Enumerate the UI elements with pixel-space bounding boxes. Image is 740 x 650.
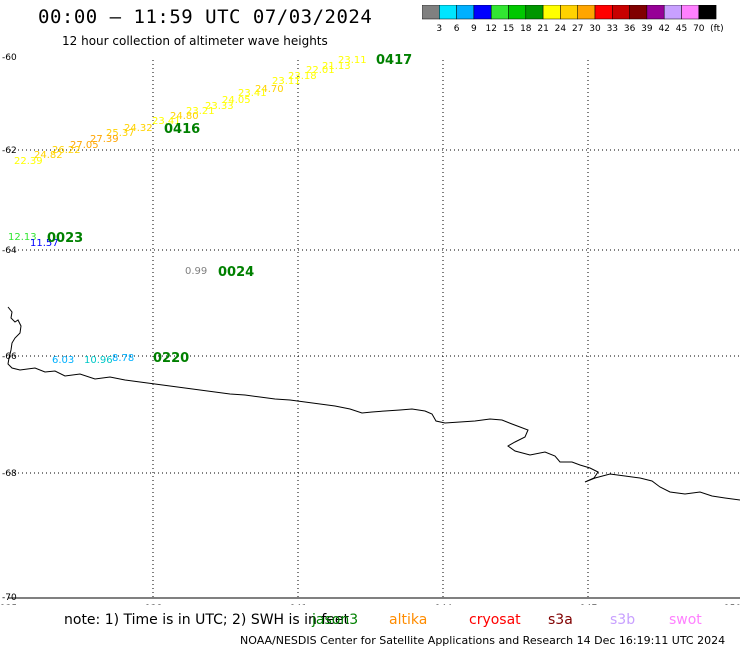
colorbar-tick-label: 45 xyxy=(676,24,687,34)
lat-label: -64 xyxy=(2,246,17,256)
satellite-legend-cryosat: cryosat xyxy=(469,612,521,628)
colorbar-tick-label: 36 xyxy=(624,24,636,34)
colorbar-tick-label: 42 xyxy=(658,24,669,34)
wave-height-value: 27.05 xyxy=(70,140,99,151)
lat-label: -70 xyxy=(2,593,17,603)
colorbar-tick-label: 39 xyxy=(641,24,653,34)
colorbar-tick-label: 12 xyxy=(485,24,496,34)
color-scale-legend: 3 6 9 12 15 18 21 24 27 30 33 36 39 42 45 70 (ft) xyxy=(422,5,724,34)
page-subtitle: 12 hour collection of altimeter wave hei… xyxy=(62,34,328,48)
satellite-legend-jason3: jason3 xyxy=(312,612,359,628)
wave-height-value: 24.70 xyxy=(255,84,284,95)
pass-id-label: 0024 xyxy=(218,265,254,280)
wave-height-value: 0.99 xyxy=(185,266,207,277)
pass-id-label: 0416 xyxy=(164,122,200,137)
page-title: 00:00 – 11:59 UTC 07/03/2024 xyxy=(38,6,373,28)
lat-label: -62 xyxy=(2,146,17,156)
wave-height-value: 22.01 xyxy=(306,65,335,76)
wave-height-value: 24.05 xyxy=(222,95,251,106)
colorbar-tick-label: 24 xyxy=(555,24,567,34)
wave-height-value: 23.21 xyxy=(186,106,215,117)
wave-height-value: 12.13 xyxy=(8,232,37,243)
wave-height-value: 26.22 xyxy=(52,145,81,156)
wave-height-value: 25.37 xyxy=(106,128,135,139)
footer-note-text: note: 1) Time is in UTC; 2) SWH is in fe… xyxy=(64,612,350,628)
colorbar-tick-label: 33 xyxy=(607,24,618,34)
satellite-legend-swot: swot xyxy=(669,612,702,628)
coastline xyxy=(7,306,740,501)
satellite-legend-altika: altika xyxy=(389,612,428,628)
colorbar-tick-label: 70 xyxy=(693,24,705,34)
wave-height-value: 27.39 xyxy=(90,134,119,145)
wave-height-value: 24.80 xyxy=(170,111,199,122)
colorbar-tick-label: 21 xyxy=(537,24,548,34)
colorbar-tick-label: 6 xyxy=(454,24,460,34)
wave-height-value: 8.78 xyxy=(112,353,134,364)
wave-height-value: 24.82 xyxy=(34,150,63,161)
satellite-legend-s3b: s3b xyxy=(610,612,636,628)
lat-label: -60 xyxy=(2,53,17,63)
wave-height-value: 21.13 xyxy=(322,61,351,72)
wave-height-value: 23.11 xyxy=(338,55,367,66)
pass-id-label: 0023 xyxy=(47,231,83,246)
pass-id-label: 0417 xyxy=(376,53,412,68)
wave-height-value: 6.03 xyxy=(52,355,74,366)
lon-label: 135 xyxy=(0,604,17,605)
wave-height-value: 23.11 xyxy=(272,76,301,87)
colorbar-tick-label: 18 xyxy=(520,24,532,34)
colorbar-tick-label: 3 xyxy=(436,24,442,34)
wave-height-value: 23.41 xyxy=(152,116,181,127)
satellite-legend-s3a: s3a xyxy=(548,612,573,628)
wave-height-value: 23.33 xyxy=(205,101,234,112)
wave-height-value: 23.18 xyxy=(288,71,317,82)
colorbar-tick-label: 27 xyxy=(572,24,583,34)
wave-height-value: 23.41 xyxy=(238,88,267,99)
wave-height-value: 10.96 xyxy=(84,355,113,366)
lon-label: 150 xyxy=(724,604,740,605)
pass-id-label: 0220 xyxy=(153,351,189,366)
credit-line: NOAA/NESDIS Center for Satellite Applica… xyxy=(240,634,726,647)
colorbar-unit-label: (ft) xyxy=(710,24,724,34)
lon-label: 141 xyxy=(290,604,307,605)
footer-note: note: 1) Time is in UTC; 2) SWH is in fe… xyxy=(64,612,349,628)
colorbar-swatch xyxy=(698,5,717,20)
wave-height-value: 22.39 xyxy=(14,156,43,167)
lat-label: -68 xyxy=(2,469,17,479)
wave-height-value: 11.57 xyxy=(30,238,59,249)
colorbar-tick-label: 15 xyxy=(503,24,514,34)
colorbar-tick-label: 30 xyxy=(589,24,601,34)
map-canvas: -60-62-64-66-68-70135138141144147150 23.… xyxy=(0,53,740,605)
lon-label: 144 xyxy=(435,604,452,605)
wave-height-value: 24.32 xyxy=(124,123,153,134)
lon-label: 147 xyxy=(580,604,597,605)
graticule xyxy=(8,60,740,599)
lon-label: 138 xyxy=(145,604,162,605)
observation-labels: 23.1121.1322.0123.1823.1124.7023.4124.05… xyxy=(8,55,367,366)
pass-id-labels: 0417 0416 0023 0024 0220 xyxy=(47,53,412,366)
colorbar-tick-label: 9 xyxy=(471,24,477,34)
